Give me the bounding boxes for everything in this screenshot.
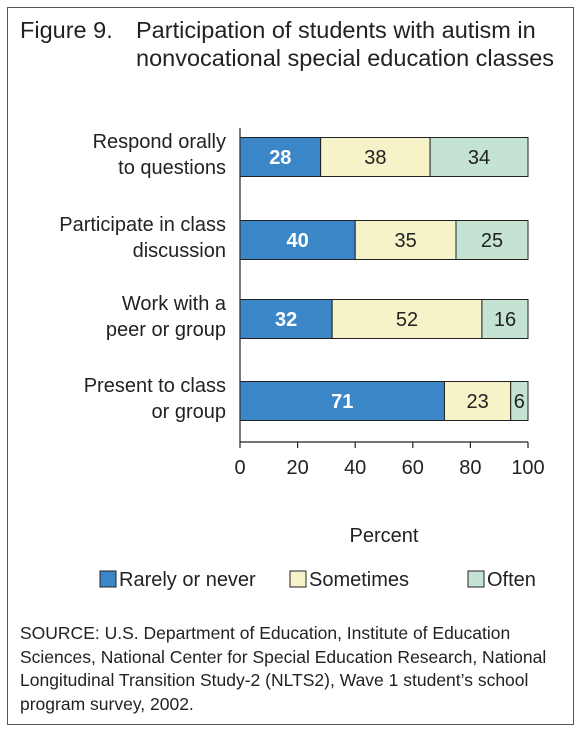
- x-tick-label: 60: [402, 457, 424, 479]
- data-label: 34: [468, 147, 490, 169]
- x-tick-label: 80: [459, 457, 481, 479]
- x-tick-label: 100: [511, 457, 544, 479]
- data-label: 38: [364, 147, 386, 169]
- x-tick-label: 40: [344, 457, 366, 479]
- category-label: Present to class or group: [84, 375, 226, 423]
- data-label: 40: [286, 230, 308, 252]
- data-label: 23: [466, 391, 488, 413]
- stacked-bar-chart: Respond orally to questions Participate in…: [59, 128, 545, 591]
- x-tick-label: 0: [234, 457, 245, 479]
- figure-frame: [7, 7, 574, 725]
- figure-number: Figure 9.: [20, 17, 113, 43]
- data-label: 52: [396, 309, 418, 331]
- bar-segment: [239, 137, 322, 177]
- data-label: 35: [394, 230, 416, 252]
- bar-segment: [320, 137, 431, 177]
- bar-segment: [239, 381, 445, 421]
- legend-swatch: [467, 570, 485, 588]
- bar-segment: [331, 299, 483, 339]
- data-label: 6: [514, 391, 525, 413]
- legend-label: Often: [487, 569, 536, 591]
- bar-segment: [354, 220, 457, 260]
- data-label: 16: [494, 309, 516, 331]
- bar-segment: [510, 381, 529, 421]
- category-label: Respond orally to questions: [93, 131, 226, 179]
- data-label: 28: [269, 147, 291, 169]
- bar-segment: [239, 220, 356, 260]
- bar-segment: [443, 381, 512, 421]
- legend-swatch: [289, 570, 307, 588]
- bar-segment: [481, 299, 529, 339]
- bar-segment: [455, 220, 529, 260]
- bar-segment: [239, 299, 333, 339]
- category-label: Work with a peer or group: [106, 293, 227, 341]
- category-label: Participate in class discussion: [59, 214, 226, 262]
- legend-label: Rarely or never: [119, 569, 256, 591]
- source-note: SOURCE: U.S. Department of Education, In…: [20, 623, 547, 714]
- data-label: 32: [275, 309, 297, 331]
- data-label: 25: [481, 230, 503, 252]
- bar-segment: [429, 137, 529, 177]
- x-axis-title: Percent: [350, 525, 419, 547]
- legend-label: Sometimes: [309, 569, 409, 591]
- data-label: 71: [331, 391, 353, 413]
- figure-title-text: Participation of students with autism in…: [136, 17, 555, 71]
- legend-swatch: [99, 570, 117, 588]
- x-tick-label: 20: [286, 457, 308, 479]
